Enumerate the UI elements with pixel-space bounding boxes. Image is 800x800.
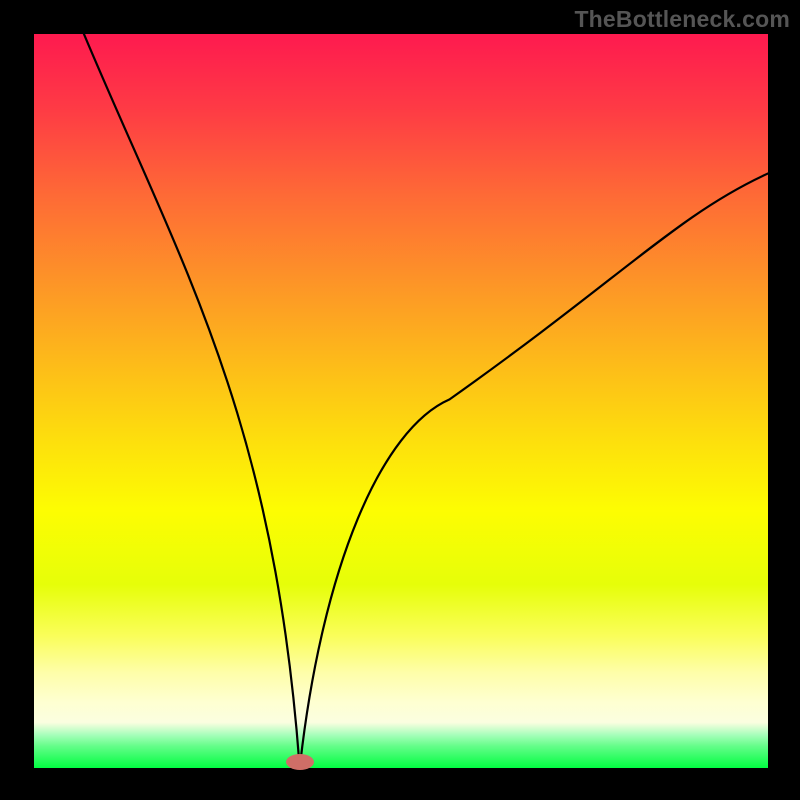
plot-area (34, 34, 768, 768)
plot-background-gradient (34, 34, 768, 768)
figure-root: TheBottleneck.com (0, 0, 800, 800)
watermark-text: TheBottleneck.com (574, 6, 790, 33)
apex-marker (286, 754, 314, 770)
